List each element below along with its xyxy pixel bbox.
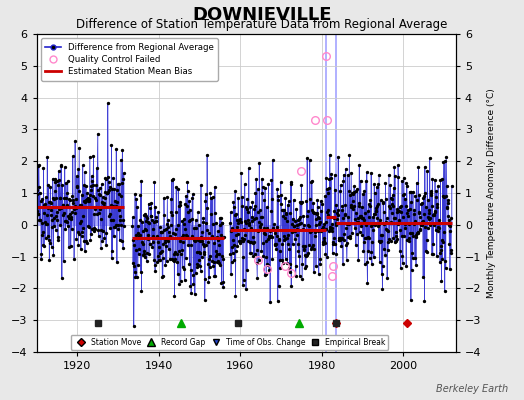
Text: Berkeley Earth: Berkeley Earth: [436, 384, 508, 394]
Text: DOWNIEVILLE: DOWNIEVILLE: [192, 6, 332, 24]
Legend: Station Move, Record Gap, Time of Obs. Change, Empirical Break: Station Move, Record Gap, Time of Obs. C…: [71, 335, 388, 350]
Text: Difference of Station Temperature Data from Regional Average: Difference of Station Temperature Data f…: [77, 18, 447, 31]
Y-axis label: Monthly Temperature Anomaly Difference (°C): Monthly Temperature Anomaly Difference (…: [487, 88, 496, 298]
